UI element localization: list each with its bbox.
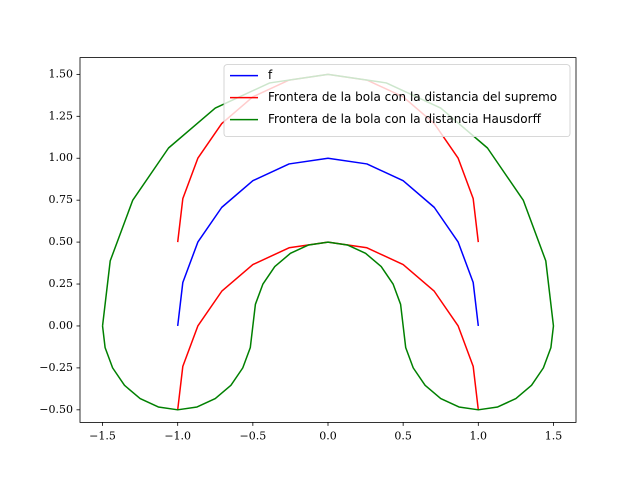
- y-tick-label: 0.25: [49, 277, 74, 290]
- x-tick-label: 0.0: [319, 429, 337, 442]
- legend-box: [223, 64, 571, 137]
- series-line: [176, 157, 480, 327]
- x-tick-label: 1.0: [470, 429, 488, 442]
- y-tick-label: 0.50: [49, 235, 74, 248]
- x-tick-label: 1.5: [545, 429, 563, 442]
- x-tick-label: −0.5: [239, 429, 266, 442]
- legend-label: Frontera de la bola con la distancia del…: [268, 90, 557, 104]
- y-tick-label: −0.50: [39, 403, 73, 416]
- y-tick-label: 0.00: [49, 319, 74, 332]
- legend: f Frontera de la bola con la distancia de…: [223, 64, 571, 137]
- y-tick-label: −0.25: [39, 361, 73, 374]
- plot-frame: [79, 57, 577, 423]
- x-tick-label: −1.0: [164, 429, 191, 442]
- legend-label: f: [268, 68, 273, 82]
- x-tick-label: 0.5: [394, 429, 412, 442]
- legend-label: Frontera de la bola con la distancia Hau…: [268, 112, 542, 126]
- x-tick-label: −1.5: [89, 429, 116, 442]
- y-tick-label: 1.00: [49, 151, 74, 164]
- y-tick-label: 1.50: [49, 67, 74, 80]
- y-tick-label: 0.75: [49, 193, 74, 206]
- y-tick-label: 1.25: [49, 109, 74, 122]
